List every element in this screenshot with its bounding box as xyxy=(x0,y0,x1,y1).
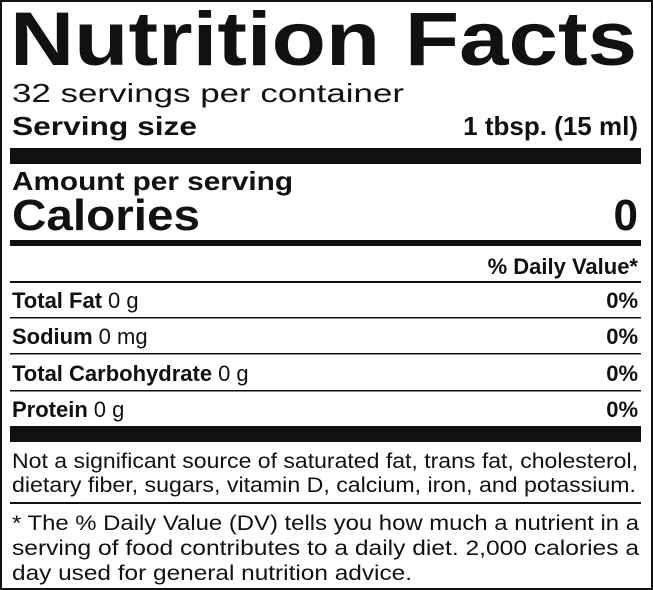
nutrient-name: Total Fat xyxy=(12,288,103,313)
footnote-line: day used for general nutrition advice. xyxy=(12,562,412,585)
nutrient-name: Total Carbohydrate xyxy=(12,361,212,386)
row-rule xyxy=(10,390,641,392)
thin-rule xyxy=(10,502,641,504)
nutrient-line: Total Fat 0 g xyxy=(12,288,139,313)
nutrient-amount: 0 g xyxy=(94,397,125,422)
thin-rule xyxy=(10,281,641,283)
nutrient-rows: Total Fat 0 g 0%Sodium 0 mg 0%Total Carbohyd… xyxy=(10,288,641,422)
medium-rule xyxy=(10,240,641,246)
serving-size-label: Serving size xyxy=(12,111,197,141)
nutrient-dv: 0% xyxy=(606,361,638,386)
footnote-1: Not a significant source of saturated fa… xyxy=(12,450,638,497)
calories-label: Calories xyxy=(12,191,200,240)
thick-rule xyxy=(10,426,641,442)
row-rule xyxy=(10,317,641,319)
nutrient-name: Protein xyxy=(12,397,88,422)
amount-per-serving: Amount per serving xyxy=(12,166,293,196)
servings: 32 servings per container xyxy=(12,78,404,108)
nutrient-amount: 0 g xyxy=(108,288,139,313)
thick-rule xyxy=(10,148,641,164)
footnote-line: serving of food contributes to a daily d… xyxy=(12,537,639,560)
row-rule xyxy=(10,353,641,355)
nutrient-amount: 0 g xyxy=(218,361,249,386)
nutrient-dv: 0% xyxy=(606,397,638,422)
footnote-line: dietary fiber, sugars, vitamin D, calciu… xyxy=(12,474,636,497)
nutrient-line: Sodium 0 mg xyxy=(12,324,148,349)
nutrient-line: Protein 0 g xyxy=(12,397,124,422)
footnote-2: * The % Daily Value (DV) tells you how m… xyxy=(12,512,639,585)
footnote-line: Not a significant source of saturated fa… xyxy=(12,450,638,473)
nutrient-line: Total Carbohydrate 0 g xyxy=(12,361,249,386)
nutrient-amount: 0 mg xyxy=(99,324,148,349)
calories-value: 0 xyxy=(614,191,638,240)
serving-size-value: 1 tbsp. (15 ml) xyxy=(463,111,638,141)
nutrient-name: Sodium xyxy=(12,324,93,349)
footnote-line: * The % Daily Value (DV) tells you how m… xyxy=(12,512,639,535)
nutrient-dv: 0% xyxy=(606,288,638,313)
title: Nutrition Facts xyxy=(10,0,637,82)
dv-header: % Daily Value* xyxy=(488,254,639,279)
nutrient-dv: 0% xyxy=(606,324,638,349)
